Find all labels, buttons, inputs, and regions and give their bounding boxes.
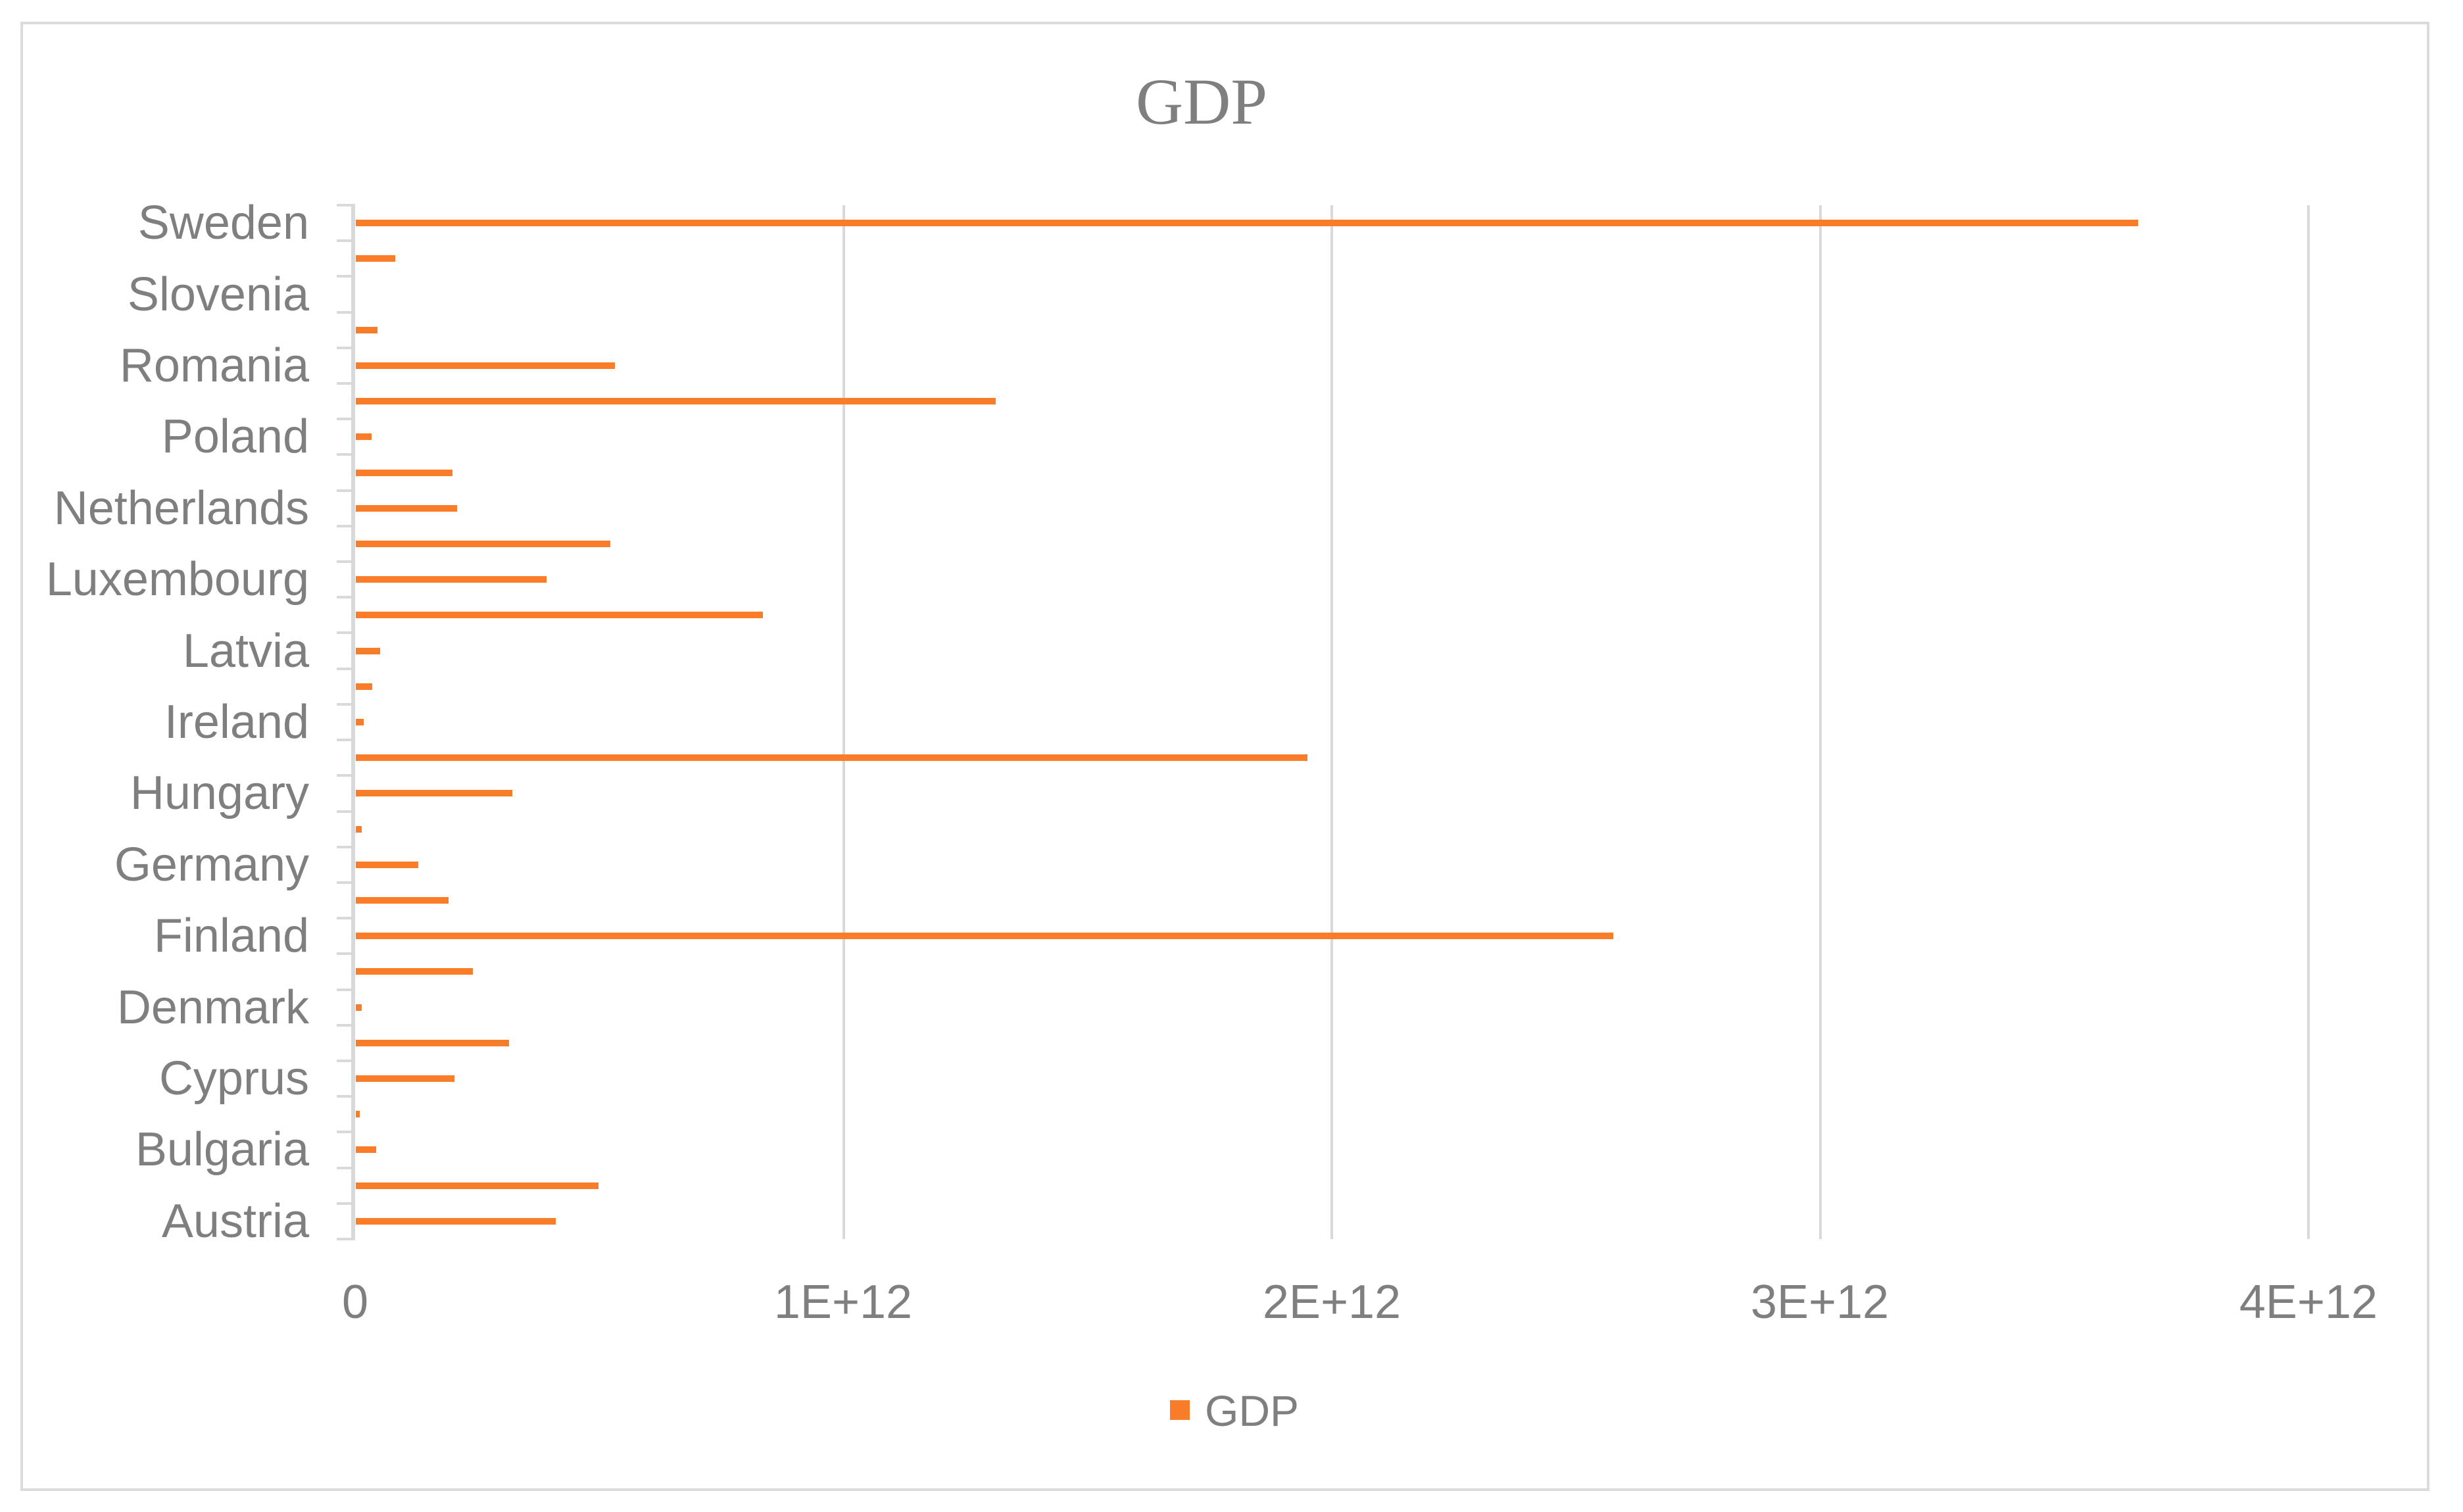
x-axis-label-0: 0 (341, 1276, 369, 1329)
y-axis-tick (337, 275, 351, 278)
y-axis-tick (337, 952, 351, 956)
bar-Cyprus (356, 1075, 454, 1083)
y-axis-tick (337, 917, 351, 920)
y-axis-label-hungary: Hungary (130, 767, 309, 820)
y-axis-label-luxembourg: Luxembourg (45, 553, 309, 606)
y-axis-tick (337, 810, 351, 813)
bar-Denmark (356, 1004, 362, 1011)
gridline-4E+12 (2307, 205, 2310, 1239)
y-axis-tick (337, 1202, 351, 1205)
y-axis-tick (337, 560, 351, 564)
bar-row-18 (356, 825, 362, 833)
y-axis-tick (337, 1238, 351, 1240)
y-axis-tick (337, 1131, 351, 1134)
bar-Hungary (356, 790, 512, 797)
bar-row-2 (356, 255, 395, 262)
gridline-3E+12 (1818, 205, 1822, 1239)
y-axis-tick (337, 881, 351, 884)
y-axis-tick (337, 346, 351, 349)
y-axis-label-netherlands: Netherlands (53, 481, 309, 535)
bar-row-10 (356, 540, 610, 547)
y-axis-tick (337, 845, 351, 848)
bar-Ireland (356, 719, 364, 725)
x-axis-label-1e12: 1E+12 (773, 1276, 913, 1329)
x-axis-label-2e12: 2E+12 (1262, 1276, 1402, 1329)
bar-row-12 (356, 612, 763, 619)
y-axis-tick (337, 988, 351, 991)
y-axis-label-poland: Poland (161, 410, 309, 464)
gridline-1E+12 (842, 205, 845, 1239)
y-axis-label-bulgaria: Bulgaria (135, 1123, 309, 1177)
bar-row-24 (356, 1039, 509, 1046)
y-axis-line (351, 204, 355, 1240)
bar-row-22 (356, 968, 473, 975)
y-axis-tick (337, 596, 351, 599)
bar-row-8 (356, 469, 452, 476)
y-axis-label-denmark: Denmark (116, 981, 309, 1034)
bar-Luxembourg (356, 576, 547, 583)
y-axis-label-latvia: Latvia (182, 624, 309, 677)
bar-Germany (356, 861, 418, 868)
chart-title: GDP (1135, 65, 1268, 138)
y-axis-label-romania: Romania (119, 339, 309, 392)
bar-Romania (356, 362, 615, 369)
y-axis-tick (337, 1166, 351, 1169)
y-axis-tick (337, 774, 351, 777)
x-axis-label-4e12: 4E+12 (2239, 1276, 2378, 1329)
y-axis-tick (337, 1095, 351, 1098)
bar-Finland (356, 933, 1613, 940)
y-axis-tick (337, 702, 351, 706)
y-axis-tick (337, 418, 351, 421)
y-axis-tick (337, 453, 351, 456)
y-axis-tick (337, 631, 351, 635)
y-axis-label-finland: Finland (153, 910, 309, 963)
legend-marker-icon (1170, 1400, 1190, 1420)
y-axis-tick (337, 489, 351, 492)
bar-Latvia (356, 647, 380, 654)
bar-Austria (356, 1217, 556, 1225)
chart-outer-border (20, 22, 2429, 1491)
legend-label: GDP (1205, 1386, 1300, 1435)
y-axis-tick (337, 1023, 351, 1027)
y-axis-label-ireland: Ireland (164, 696, 309, 748)
bar-Poland (356, 433, 372, 441)
bar-row-16 (356, 754, 1307, 762)
bar-Netherlands (356, 504, 457, 512)
y-axis-label-austria: Austria (161, 1194, 309, 1248)
y-axis-label-slovenia: Slovenia (127, 268, 309, 321)
bar-row-26 (356, 1111, 360, 1118)
y-axis-tick (337, 382, 351, 385)
y-axis-tick (337, 739, 351, 742)
gridline-2E+12 (1330, 205, 1333, 1239)
bar-row-4 (356, 326, 378, 333)
bar-row-20 (356, 897, 449, 904)
bar-row-6 (356, 398, 996, 405)
y-axis-tick (337, 1059, 351, 1062)
y-axis-tick (337, 204, 351, 207)
x-axis-label-3e12: 3E+12 (1750, 1276, 1890, 1329)
y-axis-tick (337, 310, 351, 314)
bar-row-14 (356, 683, 372, 690)
bar-row-28 (356, 1182, 598, 1189)
bar-Bulgaria (356, 1146, 376, 1154)
bar-Sweden (356, 220, 2138, 227)
y-axis-label-cyprus: Cyprus (159, 1052, 309, 1106)
y-axis-tick (337, 239, 351, 243)
y-axis-label-sweden: Sweden (137, 197, 309, 250)
y-axis-label-germany: Germany (114, 838, 309, 891)
y-axis-tick (337, 667, 351, 670)
y-axis-tick (337, 524, 351, 527)
